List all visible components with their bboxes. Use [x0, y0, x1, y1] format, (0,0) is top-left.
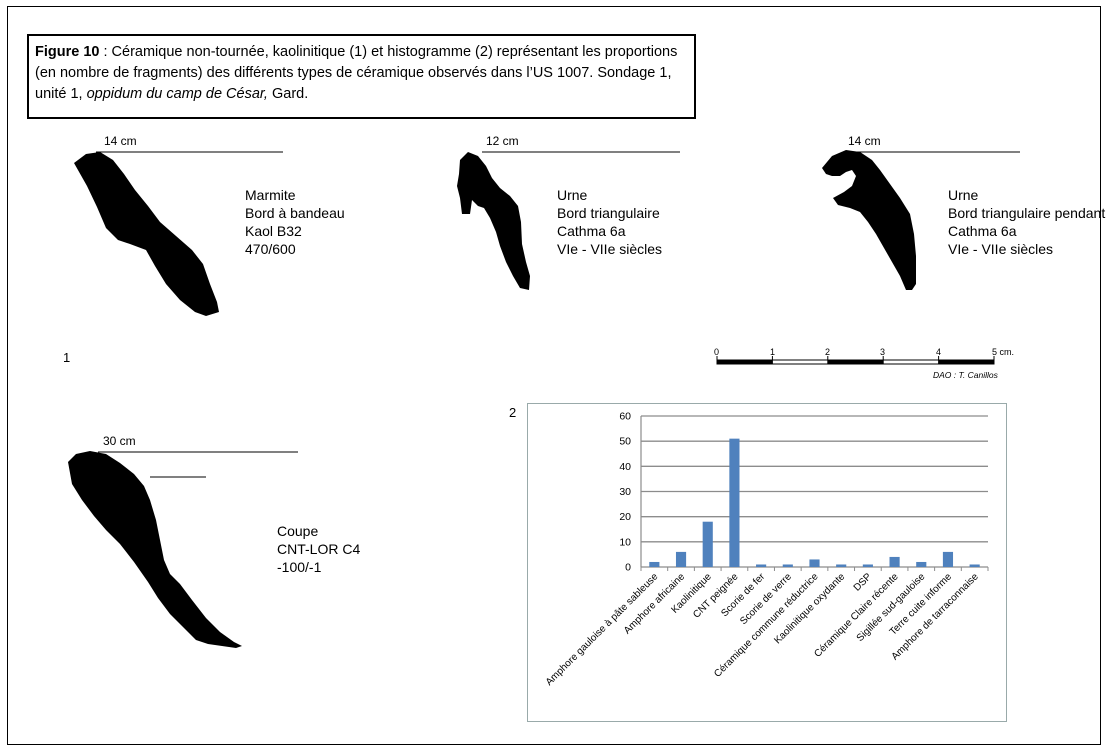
sherd-3-line-2: Bord triangulaire pendant	[948, 205, 1106, 221]
scale-credit: DAO : T. Canillos	[933, 370, 998, 380]
sherd-3-line-1: Urne	[948, 187, 979, 203]
sherd-3-profile	[822, 150, 916, 290]
sherd-1-line-3: Kaol B32	[245, 223, 302, 239]
sherd-1-line-4: 470/600	[245, 241, 296, 257]
figure-label: Figure 10	[35, 44, 100, 60]
caption-text-2: Gard.	[267, 86, 309, 102]
bar	[782, 564, 793, 567]
y-tick-label: 60	[619, 411, 631, 423]
y-tick-label: 40	[619, 461, 631, 473]
histogram-chart: 0 10 20 30 40 50 60 Amphore gauloise à pâte sab…	[527, 403, 1007, 722]
scale-tick-4: 4	[936, 347, 942, 357]
sherd-3-line-3: Cathma 6a	[948, 223, 1017, 239]
y-tick-label: 30	[619, 486, 631, 498]
bar	[942, 551, 954, 567]
caption-text-1: : Céramique non-tournée, kaolinitique (1…	[35, 44, 678, 102]
figure-caption: Figure 10 : Céramique non-tournée, kaoli…	[27, 34, 696, 119]
sherd-3-dimension: 14 cm	[848, 134, 881, 148]
bar	[809, 559, 820, 567]
sherd-2-profile	[457, 152, 530, 290]
sherd-4-line-2: CNT-LOR C4	[277, 541, 361, 557]
sherd-2-line-3: Cathma 6a	[557, 223, 626, 239]
caption-italic: oppidum du camp de César,	[86, 86, 268, 102]
bar	[889, 556, 900, 567]
sherd-1-line-2: Bord à bandeau	[245, 205, 345, 221]
sherd-1-description: Marmite Bord à bandeau Kaol B32 470/600	[245, 186, 345, 258]
sherd-4-profile	[68, 451, 242, 648]
y-tick-label: 50	[619, 436, 631, 448]
scale-tick-3: 3	[880, 347, 886, 357]
scale-bar	[716, 356, 995, 365]
bar	[969, 564, 980, 567]
sherd-1-dimension: 14 cm	[104, 134, 137, 148]
sherd-4-line-3: -100/-1	[277, 559, 322, 575]
y-tick-label: 0	[625, 562, 631, 574]
bar	[649, 561, 660, 567]
figure-frame	[7, 6, 1101, 745]
sherd-2-dimension: 12 cm	[486, 134, 519, 148]
scale-tick-5: 5 cm.	[992, 347, 1015, 357]
sherd-1-line-1: Marmite	[245, 187, 296, 203]
sherd-2-line-2: Bord triangulaire	[557, 205, 660, 221]
sherd-4-dimension: 30 cm	[103, 434, 136, 448]
scale-tick-0: 0	[714, 347, 720, 357]
sherd-3-description: Urne Bord triangulaire pendant Cathma 6a…	[948, 186, 1105, 258]
bar	[729, 438, 740, 567]
sherd-2-description: Urne Bord triangulaire Cathma 6a VIe - V…	[557, 186, 662, 258]
scale-tick-1: 1	[770, 347, 776, 357]
sherd-1-profile	[74, 152, 219, 316]
sherd-4-description: Coupe CNT-LOR C4 -100/-1	[277, 522, 360, 576]
bar	[756, 564, 767, 567]
histogram-svg: 0 10 20 30 40 50 60 Amphore gauloise à pâte sab…	[544, 411, 989, 688]
bar	[862, 564, 873, 567]
scale-tick-2: 2	[825, 347, 831, 357]
sherd-3-line-4: VIe - VIIe siècles	[948, 241, 1054, 257]
sherd-2-line-4: VIe - VIIe siècles	[557, 241, 663, 257]
sherd-4-line-1: Coupe	[277, 523, 319, 539]
part-label-2: 2	[509, 405, 517, 420]
y-tick-label: 10	[619, 536, 631, 548]
bar	[836, 564, 847, 567]
x-tick-label: DSP	[852, 571, 875, 594]
bar	[675, 551, 687, 567]
part-label-1: 1	[63, 350, 71, 365]
x-tick-label: Amphore gauloise à pâte sableuse	[544, 571, 661, 688]
sherd-2-line-1: Urne	[557, 187, 588, 203]
bar	[916, 561, 927, 567]
bar	[702, 521, 713, 567]
y-tick-label: 20	[619, 511, 631, 523]
